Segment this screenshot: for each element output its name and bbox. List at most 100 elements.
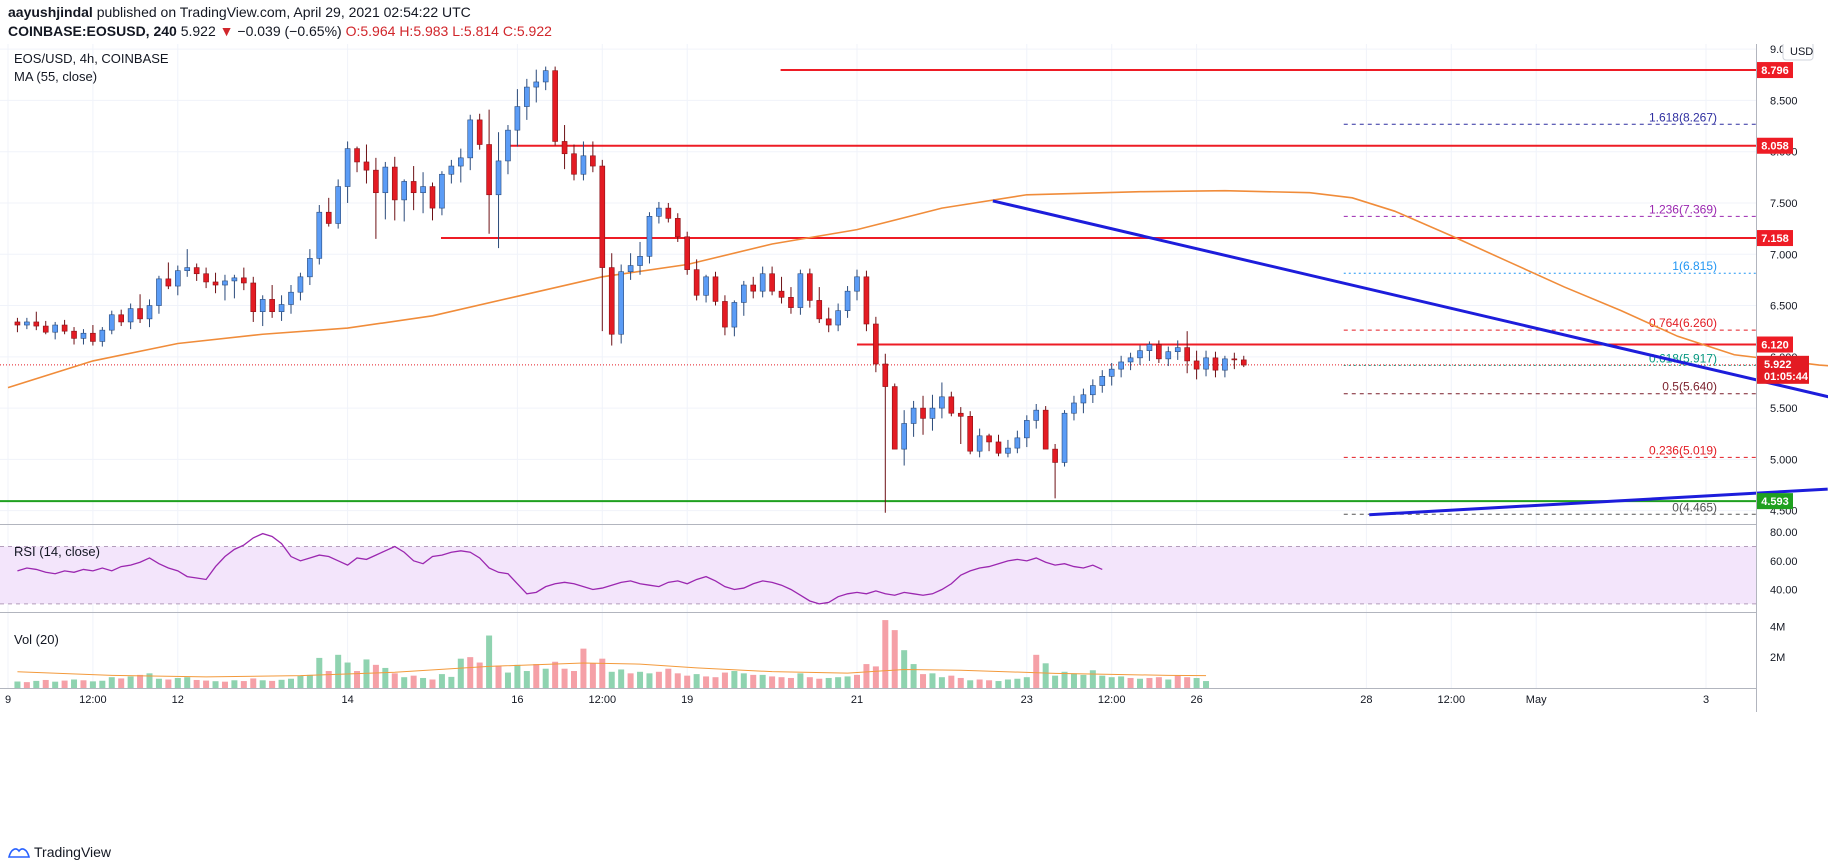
volume-bar	[957, 677, 964, 688]
candle-body	[873, 323, 879, 365]
candle	[344, 141, 351, 203]
candle	[891, 383, 898, 450]
candle	[863, 270, 870, 332]
candle-body	[1137, 350, 1143, 359]
candle	[71, 327, 77, 345]
candle	[750, 276, 757, 299]
candle-body	[524, 86, 530, 107]
candle-body	[1146, 344, 1153, 351]
candle	[401, 179, 408, 222]
volume-bar	[316, 657, 323, 688]
candle-body	[184, 267, 191, 271]
candle	[108, 310, 115, 335]
candle-body	[665, 207, 672, 219]
rsi-line	[17, 532, 1103, 605]
candle	[627, 253, 634, 280]
candle	[957, 407, 964, 444]
volume-bar	[193, 679, 200, 688]
tradingview-brand[interactable]: TradingView	[34, 844, 112, 860]
volume-bar	[486, 635, 493, 688]
candle	[1042, 406, 1049, 450]
candle-body	[986, 435, 992, 443]
publish-header: aayushjindal published on TradingView.co…	[0, 0, 1828, 44]
price-tag-label: 6.120	[1761, 340, 1789, 352]
candle	[825, 307, 832, 333]
candle-body	[1071, 402, 1077, 414]
y-tick-label: 5.500	[1770, 403, 1798, 415]
volume-pane	[14, 620, 1210, 688]
volume-bar	[1118, 676, 1125, 688]
candle	[505, 125, 511, 175]
x-tick-label: 26	[1190, 694, 1202, 706]
volume-bar	[410, 675, 417, 688]
candle	[1099, 370, 1106, 393]
chart-canvas[interactable]: 1.618(8.267) 1.236(7.369) 1(6.815) 0.764(6.…	[0, 44, 1828, 836]
candle-body	[1061, 412, 1068, 463]
volume-bar	[1070, 673, 1077, 688]
volume-bar	[401, 677, 408, 688]
candle-body	[722, 301, 728, 328]
candle	[307, 249, 313, 286]
candle-body	[1193, 360, 1200, 370]
candle-body	[1033, 409, 1040, 421]
change-arrow: ▼	[219, 23, 234, 39]
volume-bar	[231, 680, 238, 688]
candle-body	[807, 273, 813, 301]
volume-bar	[967, 680, 974, 688]
volume-bar	[684, 675, 691, 688]
candle	[1231, 352, 1238, 370]
candle-body	[891, 386, 898, 450]
volume-tick-label: 4M	[1770, 621, 1785, 633]
candle	[212, 272, 219, 294]
candle-body	[429, 186, 436, 209]
volume-bar	[929, 673, 936, 688]
candle	[542, 66, 549, 91]
candle-body	[80, 332, 87, 339]
candle-body	[457, 157, 464, 167]
candle-body	[165, 278, 172, 287]
volume-bar	[278, 679, 285, 688]
price-change: −0.039 (−0.65%)	[237, 23, 342, 39]
volume-bar	[854, 674, 860, 688]
candle-body	[910, 407, 917, 424]
fib-level-label: 1.618(8.267)	[1649, 110, 1717, 124]
fib-level-label: 0.618(5.917)	[1649, 351, 1717, 365]
candle-body	[759, 273, 766, 292]
volume-bar	[382, 667, 389, 688]
currency-badge[interactable]	[1782, 44, 1814, 61]
volume-bar	[476, 662, 483, 688]
candle-body	[693, 269, 700, 296]
open-value: O:5.964	[345, 23, 396, 39]
rsi-band	[0, 546, 1756, 604]
volume-bar	[1004, 679, 1011, 688]
candle-body	[1052, 448, 1058, 463]
candle	[410, 166, 417, 211]
candle-body	[1090, 385, 1096, 396]
y-tick-label: 8.500	[1770, 95, 1798, 107]
candle	[231, 274, 238, 299]
candle	[316, 205, 323, 265]
candle	[457, 148, 464, 183]
candle-body	[995, 441, 1002, 454]
candle-body	[410, 181, 417, 194]
volume-bar	[1014, 678, 1021, 688]
author-name[interactable]: aayushjindal	[8, 4, 93, 20]
candle	[1146, 341, 1153, 361]
candle	[580, 141, 587, 181]
price-tag	[1757, 62, 1793, 79]
candle-body	[146, 305, 153, 320]
candle	[175, 265, 181, 296]
volume-bar	[1080, 674, 1087, 688]
fib-level-label: 0(4.465)	[1672, 500, 1717, 514]
candle-body	[288, 291, 294, 305]
candle	[297, 272, 304, 301]
volume-bar	[457, 658, 464, 688]
candle-body	[948, 396, 955, 414]
volume-bar	[52, 681, 59, 688]
candle-body	[1222, 358, 1228, 371]
candle	[467, 114, 474, 171]
candle	[33, 311, 40, 331]
y-tick-label: 5.000	[1770, 454, 1798, 466]
price-tag-label: 4.593	[1761, 496, 1789, 508]
candle-body	[590, 155, 596, 167]
